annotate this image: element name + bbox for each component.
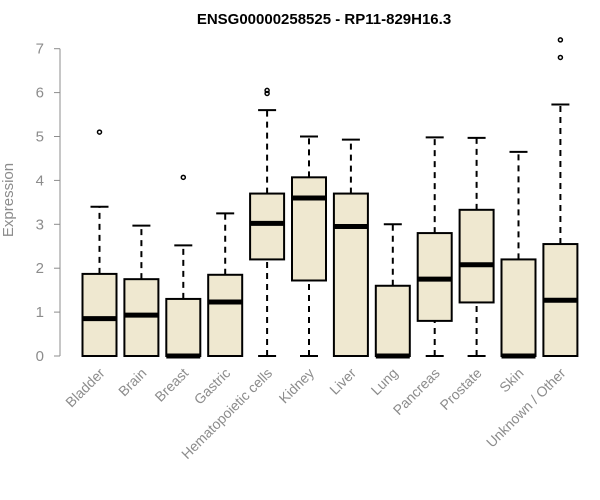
x-tick-label: Brain xyxy=(115,365,149,399)
box-group xyxy=(458,136,495,357)
x-tick-label: Lung xyxy=(368,365,401,398)
outlier-point xyxy=(264,87,270,94)
box-group xyxy=(81,129,118,358)
box-group xyxy=(165,174,202,359)
box xyxy=(165,297,202,357)
outlier-point xyxy=(96,129,103,135)
y-axis: 0 1 2 3 4 5 6 7 xyxy=(36,41,61,365)
y-tick-label: 0 xyxy=(36,348,44,365)
box xyxy=(291,176,327,282)
y-tick-label: 2 xyxy=(36,260,44,277)
box xyxy=(458,208,495,304)
y-tick-label: 3 xyxy=(36,216,44,233)
box-group xyxy=(291,135,327,357)
outlier-point xyxy=(557,37,564,43)
box-group xyxy=(123,224,160,357)
outlier-point xyxy=(180,174,187,181)
box xyxy=(207,273,244,357)
y-tick-label: 5 xyxy=(36,129,44,146)
box-group xyxy=(416,136,453,357)
x-tick-label: Liver xyxy=(326,365,359,398)
box xyxy=(374,284,411,358)
box xyxy=(81,272,118,358)
box xyxy=(249,192,286,261)
box-group xyxy=(332,138,369,357)
outlier-point xyxy=(557,54,564,61)
box-group xyxy=(249,87,286,357)
box-group xyxy=(374,223,411,359)
y-tick-label: 1 xyxy=(36,304,44,321)
y-tick-label: 6 xyxy=(36,85,44,102)
x-tick-label: Pancreas xyxy=(390,365,443,418)
x-tick-label: Skin xyxy=(496,365,527,396)
x-tick-label: Kidney xyxy=(276,365,318,407)
box-group xyxy=(207,212,244,357)
x-tick-label: Bladder xyxy=(62,365,108,411)
outlier-point xyxy=(264,90,270,97)
x-tick-label: Prostate xyxy=(437,365,485,413)
y-axis-label: Expression xyxy=(0,163,17,237)
box-group xyxy=(542,37,579,357)
y-tick-label: 7 xyxy=(36,41,44,58)
chart-title: ENSG00000258525 - RP11-829H16.3 xyxy=(197,11,451,28)
box xyxy=(332,192,369,357)
y-tick-label: 4 xyxy=(36,172,44,189)
boxes xyxy=(81,37,579,359)
x-tick-label: Breast xyxy=(151,365,191,405)
box xyxy=(500,258,537,358)
x-tick-label: Unknown / Other xyxy=(483,365,569,451)
box-group xyxy=(500,150,537,359)
